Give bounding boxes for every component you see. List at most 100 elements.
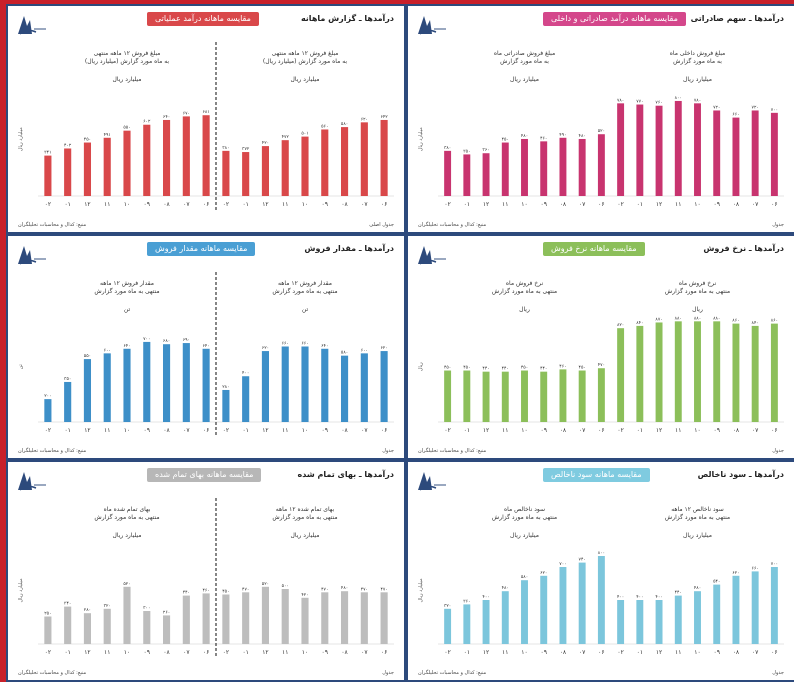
bar-left-6 <box>143 611 151 644</box>
bar-left-5 <box>521 138 528 196</box>
data-label: ۵۵۰ <box>84 354 91 359</box>
data-label: ۴۴۰ <box>482 367 489 372</box>
right-caption-unit: میلیارد ریال <box>290 532 320 539</box>
bar-right-1 <box>222 389 230 422</box>
bar-left-7 <box>162 615 171 644</box>
bar-right-1 <box>222 594 230 644</box>
x-tick-label: ۰۹ <box>713 201 719 208</box>
chart-panel-6: درآمد‌ها ـ سود ناخالص مقایسه ماهانه سود ن… <box>408 462 794 680</box>
left-caption-line: منتهی به ماه مورد گزارش <box>94 288 160 295</box>
x-tick-label: ۰۷ <box>183 649 190 656</box>
bar-right-2 <box>636 325 644 422</box>
bar-right-7 <box>340 355 349 422</box>
footer-source: منبع: کدال و محاسبات تحلیلگران <box>418 448 487 454</box>
x-tick-label: ۱۱ <box>282 427 288 434</box>
data-label: ۴۵۰ <box>502 138 509 143</box>
bar-right-6 <box>713 110 721 196</box>
x-tick-label: ۰۸ <box>733 427 740 434</box>
left-caption-line: به ماه مورد گزارش (میلیارد ریال) <box>84 58 170 65</box>
data-label: ۲۸۰ <box>84 608 91 613</box>
x-tick-label: ۰۲ <box>223 649 229 656</box>
right-caption-unit: ریال <box>692 306 703 313</box>
bar-left-3 <box>83 613 92 644</box>
footer-source: منبع: کدال و محاسبات تحلیلگران <box>18 670 87 676</box>
bar-right-9 <box>770 323 778 422</box>
data-label: ۷۸۰ <box>617 98 624 103</box>
data-label: ۶۸۱ <box>202 110 209 115</box>
x-tick-label: ۰۶ <box>771 649 777 656</box>
chart-panel-4: درآمد‌ها ـ نرخ فروش مقایسه ماهانه نرخ فرو… <box>408 236 794 458</box>
bar-right-3 <box>261 586 270 644</box>
footer-note: جدول <box>772 670 784 676</box>
x-tick-label: ۰۱ <box>637 427 643 434</box>
bar-left-3 <box>83 142 92 196</box>
bar-right-3 <box>261 146 270 196</box>
bar-right-5 <box>301 346 309 422</box>
x-tick-label: ۰۷ <box>579 201 586 208</box>
bar-right-1 <box>617 103 625 196</box>
data-label: ۶۰۰ <box>104 348 111 353</box>
x-tick-label: ۰۲ <box>45 649 51 656</box>
x-tick-label: ۱۰ <box>302 201 308 208</box>
data-label: ۶۲۰ <box>732 571 739 576</box>
x-tick-label: ۰۹ <box>540 649 546 656</box>
left-caption-unit: میلیارد ریال <box>112 76 142 83</box>
data-label: ۶۲۰ <box>361 117 368 122</box>
bar-left-9 <box>202 115 210 196</box>
data-label: ۲۰۰ <box>44 394 51 399</box>
x-tick-label: ۰۸ <box>733 649 740 656</box>
data-label: ۸۰۰ <box>675 96 682 101</box>
x-tick-label: ۰۹ <box>322 649 328 656</box>
footer-note: جدول <box>772 222 784 228</box>
x-tick-label: ۰۸ <box>163 201 170 208</box>
x-tick-label: ۰۹ <box>713 427 719 434</box>
left-caption-line: نرخ فروش ماه <box>505 280 544 287</box>
bar-left-6 <box>143 124 151 196</box>
bar-left-3 <box>482 371 490 422</box>
bar-left-2 <box>64 606 72 644</box>
x-tick-label: ۱۱ <box>675 201 681 208</box>
x-tick-label: ۰۹ <box>713 649 719 656</box>
chart-panel-1: درآمد‌ها ـ گزارش ماهانه مقایسه ماهانه درآ… <box>8 6 404 232</box>
bar-right-8 <box>751 325 759 422</box>
x-tick-label: ۰۱ <box>464 649 470 656</box>
x-tick-label: ۰۶ <box>381 427 387 434</box>
data-label: ۷۲۰ <box>752 105 759 110</box>
data-label: ۳۸۰ <box>222 145 229 151</box>
data-label: ۴۷۰ <box>598 363 605 368</box>
bar-right-9 <box>770 112 778 196</box>
x-tick-label: ۱۰ <box>124 649 130 656</box>
bar-left-6 <box>540 141 548 196</box>
logo-icon <box>14 242 48 268</box>
data-label: ۵۸۰ <box>341 351 348 356</box>
right-caption-line: به ماه مورد گزارش <box>673 58 722 65</box>
bar-right-7 <box>732 117 740 196</box>
data-label: ۸۶۰ <box>732 319 739 324</box>
footer-source: منبع: کدال و محاسبات تحلیلگران <box>418 222 487 228</box>
x-tick-label: ۱۰ <box>694 427 700 434</box>
data-label: ۷۰۰ <box>143 337 150 342</box>
data-label: ۲۸۰ <box>222 385 229 390</box>
x-tick-label: ۰۱ <box>637 201 643 208</box>
panel-title-pill: مقایسه ماهانه نرخ فروش <box>543 242 645 256</box>
bar-chart-svg: ریال ۴۵۰ ۰۲ ۴۵۰ ۰۱ ۴۴۰ ۱۲ ۴۴۰ ۱۱ ۴۵۰ ۱۰ ۴۴۰ ۰۹ ۴۶۰ ۰۸ ۴… <box>418 316 784 434</box>
data-label: ۴۰۰ <box>655 595 662 600</box>
data-label: ۳۲۰ <box>444 603 451 609</box>
data-label: ۳۷۲ <box>242 146 250 152</box>
bar-right-2 <box>242 592 250 644</box>
bar-left-8 <box>182 595 190 644</box>
x-tick-label: ۱۲ <box>262 201 268 208</box>
bar-left-3 <box>482 153 490 196</box>
x-tick-label: ۰۷ <box>361 649 368 656</box>
y-axis-label: میلیارد ریال <box>418 127 424 151</box>
bar-left-7 <box>559 137 567 196</box>
left-caption-unit: ریال <box>519 306 530 313</box>
data-label: ۵۶۰ <box>321 124 328 129</box>
y-axis-label: میلیارد ریال <box>418 578 424 602</box>
bar-left-8 <box>578 138 586 196</box>
x-tick-label: ۰۶ <box>598 427 604 434</box>
right-caption-unit: میلیارد ریال <box>683 76 712 83</box>
x-tick-label: ۰۶ <box>381 201 387 208</box>
x-tick-label: ۰۷ <box>752 427 759 434</box>
bar-left-7 <box>162 119 171 196</box>
